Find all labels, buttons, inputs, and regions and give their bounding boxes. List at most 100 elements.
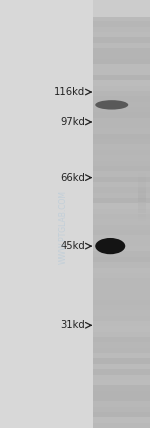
Bar (93, 107, 150, 112)
Bar (138, 188, 146, 191)
Bar (93, 321, 150, 327)
Bar (93, 268, 150, 273)
Bar (138, 191, 146, 195)
Bar (93, 64, 150, 70)
Bar (93, 246, 150, 252)
Bar (93, 21, 150, 27)
Bar (93, 214, 150, 219)
Bar (93, 417, 150, 423)
Bar (93, 273, 150, 278)
Bar (93, 310, 150, 316)
Bar (138, 210, 146, 213)
Bar (93, 38, 150, 43)
Bar (138, 214, 146, 217)
Bar (93, 294, 150, 300)
Bar (93, 257, 150, 262)
Bar (93, 369, 150, 374)
Bar (138, 177, 146, 180)
Bar (93, 0, 150, 17)
Bar (93, 182, 150, 187)
Bar (93, 241, 150, 246)
Bar (138, 181, 146, 184)
Bar (93, 300, 150, 305)
Bar (93, 6, 150, 11)
Bar (93, 209, 150, 214)
Text: 97kd: 97kd (61, 117, 85, 127)
Bar (93, 385, 150, 390)
Bar (93, 289, 150, 294)
Bar (93, 48, 150, 54)
Bar (138, 184, 146, 187)
Bar (93, 235, 150, 241)
Bar (138, 217, 146, 220)
Bar (93, 171, 150, 176)
Bar (93, 284, 150, 289)
Bar (93, 326, 150, 332)
Bar (93, 353, 150, 359)
Bar (93, 193, 150, 198)
Text: 66kd: 66kd (61, 172, 85, 183)
Bar (138, 173, 146, 177)
Bar (93, 54, 150, 59)
Bar (93, 134, 150, 139)
Text: 31kd: 31kd (61, 320, 86, 330)
Bar (93, 128, 150, 134)
Bar (93, 203, 150, 209)
Bar (93, 305, 150, 310)
Text: 45kd: 45kd (61, 241, 86, 251)
Bar (93, 113, 150, 118)
Bar (93, 225, 150, 230)
Bar (138, 169, 146, 173)
Bar (93, 423, 150, 428)
Bar (93, 187, 150, 193)
Bar (93, 166, 150, 171)
Bar (93, 118, 150, 123)
Text: WWW.PTGLAB.COM: WWW.PTGLAB.COM (58, 190, 68, 264)
Bar (93, 102, 150, 107)
Bar (93, 139, 150, 145)
Bar (93, 332, 150, 337)
Bar (93, 0, 150, 5)
Bar (93, 262, 150, 268)
Bar (93, 70, 150, 75)
Bar (93, 342, 150, 348)
Bar (93, 374, 150, 380)
Ellipse shape (95, 100, 128, 110)
Bar (93, 27, 150, 32)
Ellipse shape (95, 238, 125, 254)
Bar (93, 59, 150, 64)
Bar (93, 150, 150, 155)
Bar (93, 390, 150, 396)
Bar (93, 80, 150, 86)
Bar (93, 337, 150, 342)
Bar (93, 412, 150, 417)
Bar (93, 252, 150, 257)
Bar (93, 316, 150, 321)
Bar (93, 359, 150, 364)
Bar (93, 220, 150, 225)
Bar (93, 96, 150, 102)
Bar (138, 206, 146, 210)
Bar (93, 16, 150, 21)
Bar (93, 43, 150, 48)
Bar (93, 86, 150, 91)
Bar (93, 160, 150, 166)
Bar (138, 202, 146, 206)
Bar (93, 123, 150, 128)
Bar (93, 380, 150, 385)
Bar (93, 407, 150, 412)
Bar (138, 221, 146, 224)
Bar (93, 32, 150, 38)
Bar (93, 91, 150, 96)
Bar (93, 278, 150, 283)
Bar (93, 230, 150, 235)
Bar (93, 11, 150, 16)
Bar (93, 364, 150, 369)
Bar (93, 155, 150, 160)
Bar (93, 75, 150, 80)
Bar (93, 348, 150, 353)
Bar (93, 177, 150, 182)
Bar (138, 195, 146, 199)
Bar (93, 145, 150, 150)
Text: 116kd: 116kd (54, 87, 86, 97)
